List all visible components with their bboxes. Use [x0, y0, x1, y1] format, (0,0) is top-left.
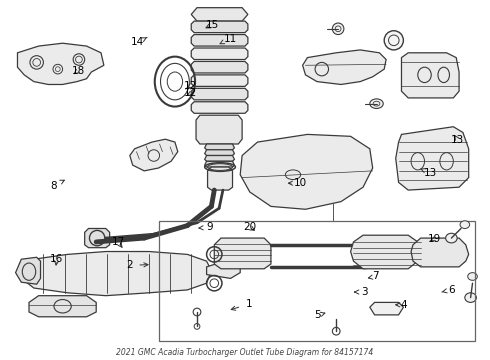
Text: 12: 12: [184, 88, 197, 98]
Polygon shape: [240, 134, 373, 209]
Ellipse shape: [465, 293, 476, 302]
Polygon shape: [370, 302, 403, 315]
Ellipse shape: [460, 221, 469, 229]
Text: 10: 10: [289, 178, 307, 188]
Polygon shape: [191, 21, 248, 33]
Text: 19: 19: [427, 234, 441, 244]
Polygon shape: [303, 50, 386, 85]
Text: 3: 3: [354, 287, 368, 297]
Text: 12: 12: [184, 81, 197, 91]
Polygon shape: [191, 35, 248, 46]
Polygon shape: [351, 235, 422, 269]
Polygon shape: [196, 115, 242, 144]
Polygon shape: [191, 48, 248, 59]
Polygon shape: [205, 161, 234, 167]
Polygon shape: [208, 167, 233, 190]
Polygon shape: [191, 62, 248, 73]
Bar: [159, 221, 475, 341]
Ellipse shape: [332, 23, 344, 35]
Text: 14: 14: [131, 37, 147, 47]
Text: 9: 9: [199, 222, 213, 233]
Polygon shape: [401, 53, 459, 98]
Polygon shape: [205, 150, 234, 156]
Text: 7: 7: [368, 271, 379, 282]
Polygon shape: [214, 238, 271, 269]
Text: 20: 20: [243, 222, 256, 233]
Polygon shape: [18, 43, 104, 85]
Polygon shape: [205, 144, 234, 150]
Text: 13: 13: [451, 135, 464, 145]
Polygon shape: [191, 75, 248, 86]
Text: 6: 6: [442, 285, 455, 294]
Text: 13: 13: [421, 168, 438, 178]
Text: 5: 5: [315, 310, 325, 320]
Text: 2021 GMC Acadia Turbocharger Outlet Tube Diagram for 84157174: 2021 GMC Acadia Turbocharger Outlet Tube…: [117, 348, 373, 357]
Polygon shape: [191, 102, 248, 113]
Text: 16: 16: [50, 253, 64, 265]
Text: 15: 15: [205, 20, 219, 30]
Text: 1: 1: [231, 299, 252, 310]
Text: 2: 2: [126, 260, 148, 270]
Polygon shape: [191, 8, 248, 21]
Text: 4: 4: [395, 300, 407, 310]
Ellipse shape: [384, 31, 403, 50]
Polygon shape: [411, 238, 468, 267]
Polygon shape: [207, 259, 240, 278]
Polygon shape: [16, 257, 41, 284]
Text: 8: 8: [50, 180, 64, 191]
Polygon shape: [22, 252, 211, 296]
Ellipse shape: [468, 273, 477, 280]
Polygon shape: [85, 229, 110, 248]
Ellipse shape: [445, 233, 457, 243]
Polygon shape: [191, 88, 248, 100]
Polygon shape: [396, 127, 468, 190]
Polygon shape: [29, 296, 96, 317]
Polygon shape: [205, 156, 234, 161]
Text: 17: 17: [111, 237, 124, 247]
Polygon shape: [130, 139, 178, 171]
Text: 11: 11: [220, 34, 237, 44]
Text: 18: 18: [72, 66, 85, 76]
Ellipse shape: [370, 99, 383, 108]
